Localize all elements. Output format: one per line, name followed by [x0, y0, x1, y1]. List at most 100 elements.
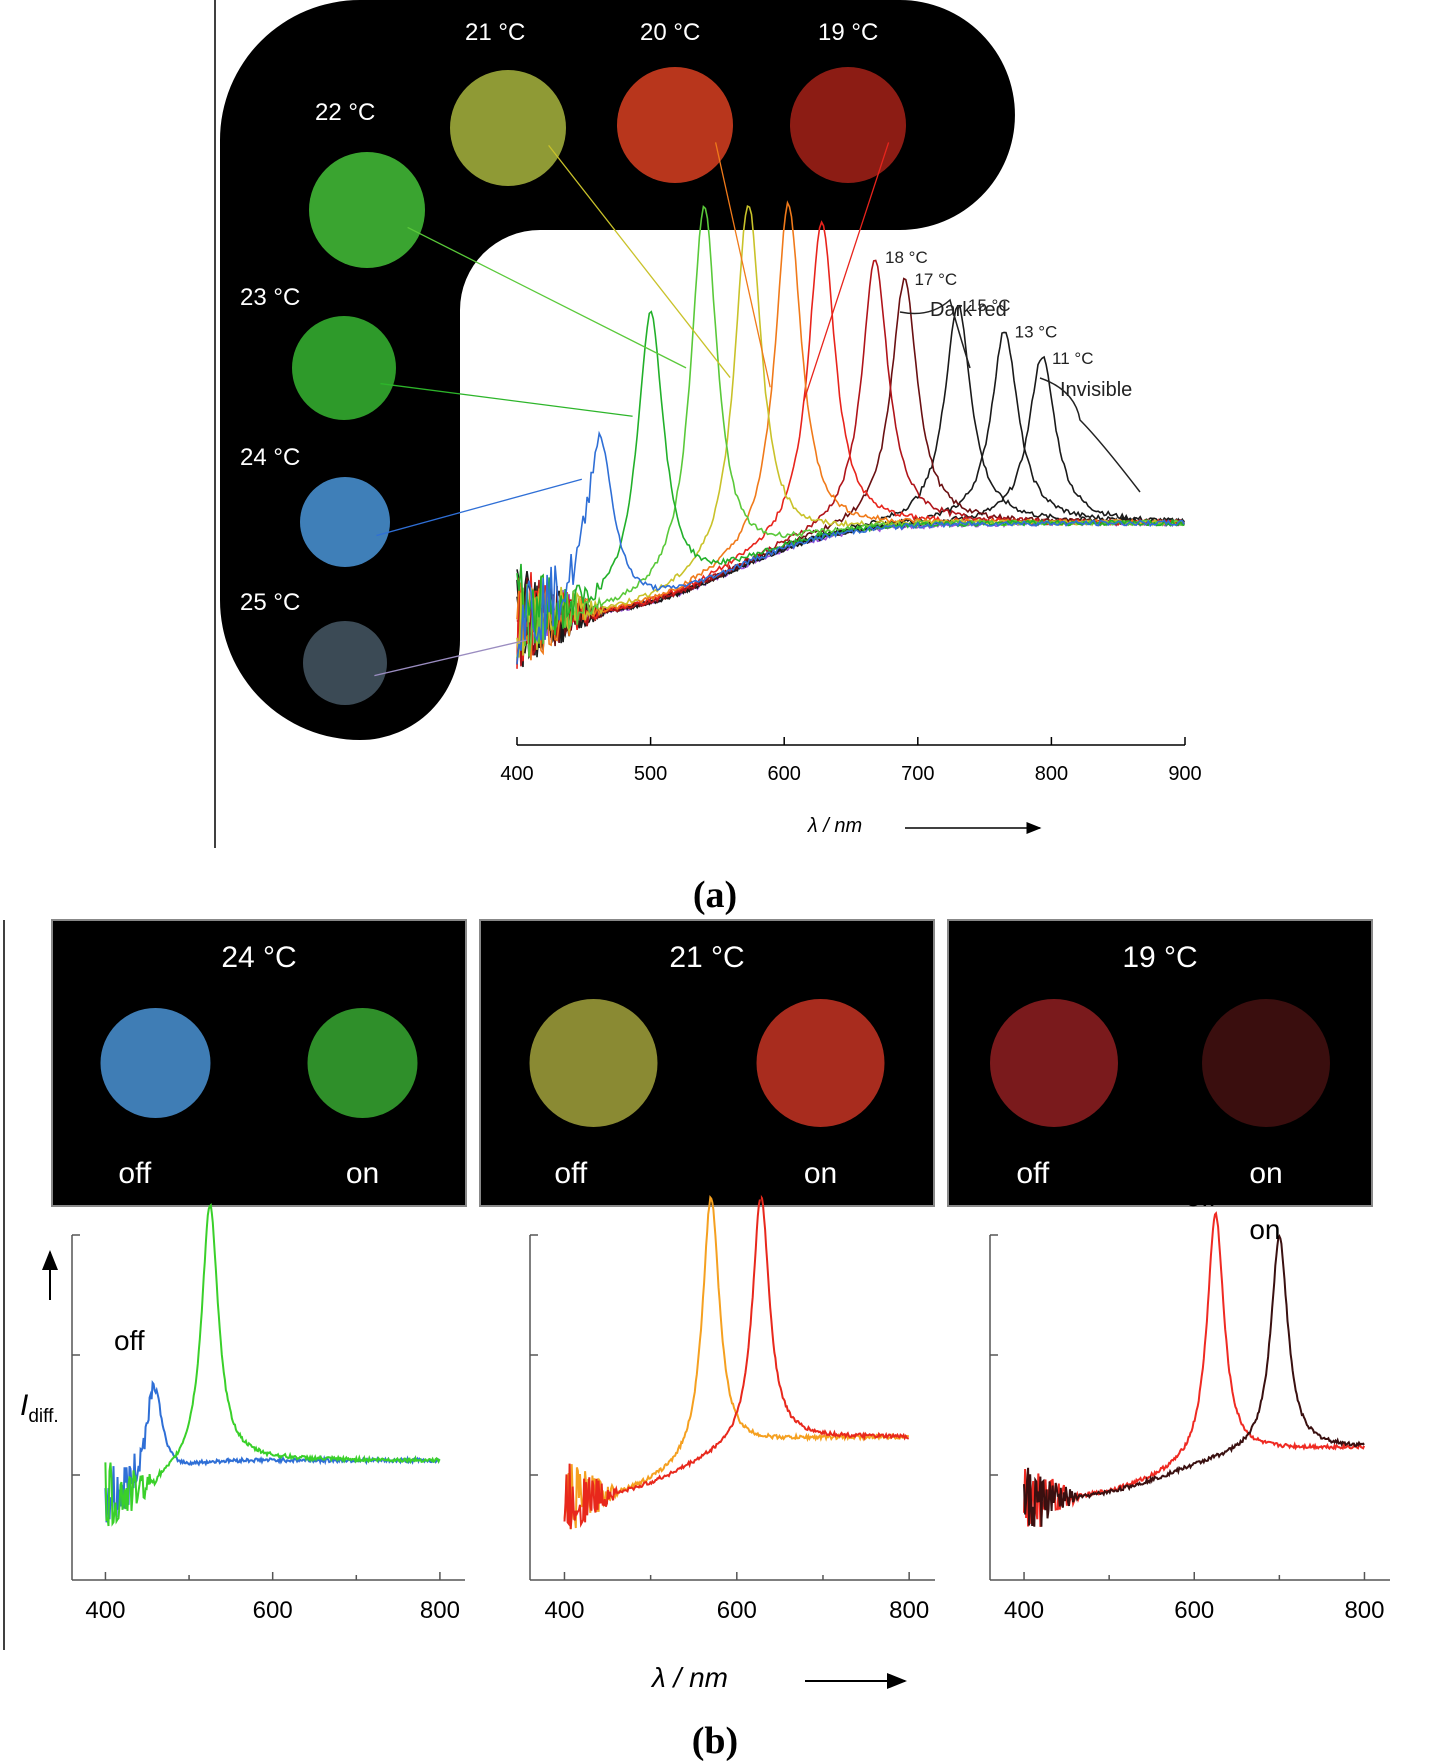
chart-a-tick-label-700: 700 — [901, 763, 934, 785]
chart-a-tick-label-500: 500 — [634, 763, 667, 785]
panel-a-label: (a) — [693, 874, 737, 916]
panel-b-xtick-label-1-400: 400 — [544, 1597, 584, 1624]
invisible-annotation: Invisible — [1060, 379, 1132, 401]
chart-a-series-20C — [516, 200, 1186, 661]
connector-line-1 — [376, 478, 583, 537]
panel-b-peak-label-0-on: on — [180, 1177, 211, 1208]
on-label-1: on — [804, 1157, 837, 1190]
panel-b-xtick-label-2-400: 400 — [1004, 1597, 1044, 1624]
chart-a-tick-label-600: 600 — [768, 763, 801, 785]
peak-label-11: 11 °C — [1052, 349, 1093, 368]
connector-line-5 — [714, 142, 771, 388]
panel-b-series-0-off — [104, 1379, 441, 1523]
panel-b-x-label: λ / nm — [650, 1662, 728, 1693]
connector-line-6 — [802, 142, 890, 402]
peak-label-13: 13 °C — [1015, 323, 1058, 342]
peak-label-17: 17 °C — [914, 270, 957, 289]
connector-line-4 — [548, 144, 731, 378]
droplet-label-6: 19 °C — [818, 19, 878, 46]
droplet-label-4: 21 °C — [465, 19, 525, 46]
chart-a-series-24C — [516, 430, 1185, 665]
chart-a-series-25C — [516, 519, 1185, 658]
droplet-off-0 — [100, 1008, 211, 1118]
panel-b-series-2-off — [1023, 1211, 1366, 1527]
panel-b-image-1: 21 °C off on — [479, 919, 935, 1207]
panel-b-chart-2: 400 600 800 off on — [989, 1181, 1390, 1624]
panel-b-series-0-on — [104, 1203, 441, 1527]
panel-b-series-2-on — [1023, 1234, 1365, 1527]
droplet-1 — [300, 477, 390, 567]
panel-b-xtick-label-0-400: 400 — [85, 1597, 125, 1624]
droplet-label-3: 22 °C — [315, 99, 375, 126]
chart-a-series-21C — [516, 205, 1185, 658]
droplet-on-1 — [756, 999, 885, 1127]
panel-b-image-title-2: 19 °C — [1122, 941, 1197, 974]
panel-b-peak-label-1-off: off — [661, 1161, 692, 1192]
panel-b-image-title-1: 21 °C — [669, 941, 744, 974]
panel-b-label: (b) — [692, 1720, 738, 1761]
droplet-0 — [303, 621, 387, 705]
droplet-label-2: 23 °C — [240, 284, 300, 311]
peak-label-15: 15 °C — [968, 296, 1011, 315]
dark-red-annotation: Dark red — [930, 299, 1007, 321]
on-label-2: on — [1249, 1157, 1282, 1190]
peak-label-18: 18 °C — [885, 248, 928, 267]
droplet-label-5: 20 °C — [640, 19, 700, 46]
panel-b-xtick-label-1-800: 800 — [889, 1597, 929, 1624]
invisible-bracket — [1039, 377, 1141, 493]
chart-a-x-label: λ / nm — [807, 815, 862, 837]
y-axis-label: Idiff. — [20, 1389, 59, 1427]
panel-b-xtick-label-1-600: 600 — [717, 1597, 757, 1624]
panel-b-chart-1: 400 600 800 off on — [529, 1161, 935, 1624]
droplet-on-0 — [307, 1008, 418, 1118]
dark-red-bracket — [899, 298, 971, 369]
y-axis-label-main: I — [20, 1389, 28, 1422]
off-label-1: off — [554, 1157, 587, 1190]
panel-b-peak-label-2-off: off — [1186, 1181, 1217, 1212]
chart-a-series-22C — [516, 204, 1185, 659]
panel-b-xtick-label-2-600: 600 — [1174, 1597, 1214, 1624]
droplet-off-2 — [990, 999, 1118, 1127]
droplet-off-1 — [529, 999, 658, 1127]
panel-a: 25 °C 24 °C 23 °C 22 °C 21 °C 20 °C 19 °C 400 5… — [214, 0, 1202, 916]
panel-b-image-title-0: 24 °C — [221, 941, 296, 974]
chart-a-series-17C — [516, 277, 1185, 665]
droplet-2 — [292, 316, 396, 420]
panel-b-chart-0: 400 600 800 off on — [71, 1177, 465, 1624]
connector-line-3 — [407, 226, 687, 369]
chart-a-tick-label-400: 400 — [500, 763, 533, 785]
droplet-6 — [790, 67, 906, 183]
droplet-on-2 — [1202, 999, 1330, 1127]
connector-line-2 — [380, 382, 633, 417]
panel-b-image-2: 19 °C off on — [947, 919, 1373, 1207]
panel-b-series-1-on — [563, 1194, 909, 1529]
chart-a-series-18C — [516, 259, 1185, 667]
droplet-5 — [617, 67, 733, 183]
droplet-images: 25 °C 24 °C 23 °C 22 °C 21 °C 20 °C 19 °C — [240, 19, 906, 705]
off-label-0: off — [118, 1157, 151, 1190]
panel-b-peak-label-0-off: off — [114, 1325, 145, 1356]
on-label-0: on — [346, 1157, 379, 1190]
panel-b-xtick-label-0-800: 800 — [420, 1597, 460, 1624]
chart-a-series-19C — [516, 220, 1185, 669]
droplet-4 — [450, 70, 566, 186]
connector-line-0 — [374, 639, 528, 677]
y-axis-label-subscript: diff. — [28, 1406, 58, 1427]
droplet-label-1: 24 °C — [240, 444, 300, 471]
panel-b-peak-label-2-on: on — [1249, 1214, 1280, 1245]
panel-b-xtick-label-0-600: 600 — [253, 1597, 293, 1624]
droplet-label-0: 25 °C — [240, 589, 300, 616]
chart-a-tick-label-800: 800 — [1035, 763, 1068, 785]
panel-b-series-1-off — [563, 1195, 909, 1530]
panel-b-charts: 400 600 800 off on 400 600 800 off on 400 600 800 off… — [71, 1161, 1390, 1624]
panel-b-peak-label-1-on: on — [741, 1175, 772, 1206]
off-label-2: off — [1016, 1157, 1049, 1190]
chart-a-tick-label-900: 900 — [1168, 763, 1201, 785]
panel-b-xtick-label-2-800: 800 — [1344, 1597, 1384, 1624]
droplet-3 — [309, 152, 425, 268]
